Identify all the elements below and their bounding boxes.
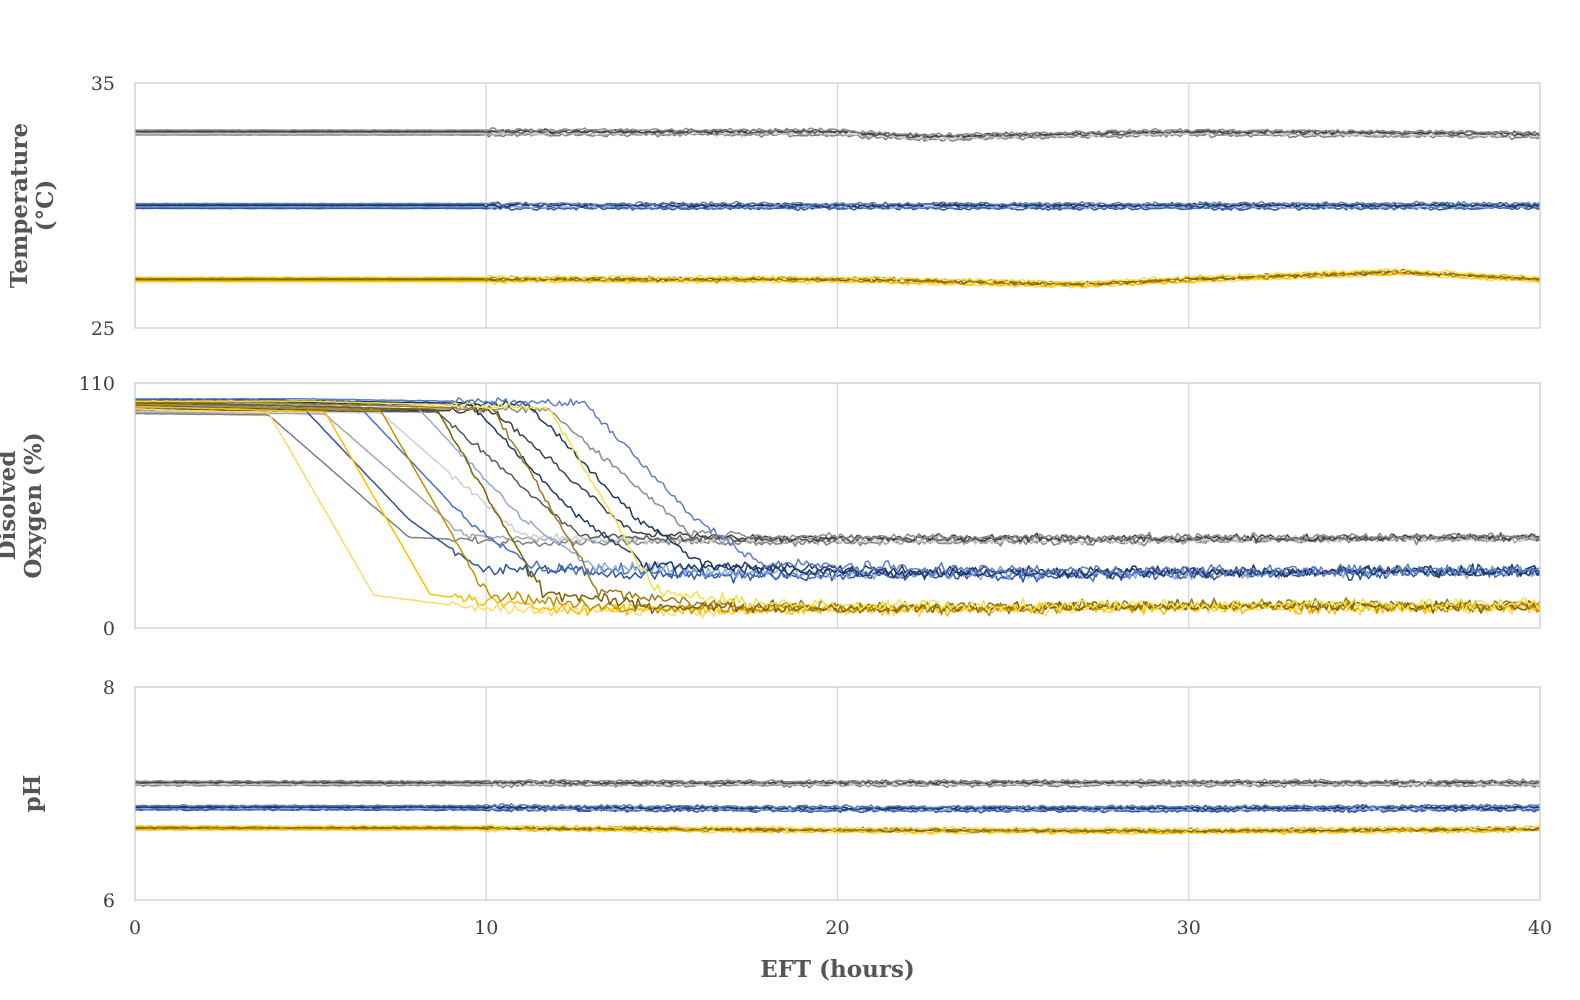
series-yellow-replicate-4-panel-top [134,269,1540,286]
label-layer: 35 25 Temperature(°C) 110 0 DisolvedOxygen (%… [0,73,1552,983]
series-gray-replicate-6-panel-top [134,127,1541,137]
y-axis-title-top: Temperature(°C) [6,123,59,288]
y-tick-label-bottom-middle: 0 [103,618,115,640]
series-yellow-replicate-5-panel-middle [134,401,1541,615]
y-tick-label-top-middle: 110 [79,373,115,395]
series-gray-replicate-6-panel-bottom [134,778,1541,785]
plot-area-middle [134,382,1541,629]
y-tick-label-top-bottom: 8 [103,677,115,699]
series-blue-replicate-6-panel-middle [134,397,1541,579]
x-tick-label-0: 0 [129,917,141,939]
series-gray-replicate-4-panel-bottom [134,779,1541,786]
x-tick-label-20: 20 [825,917,849,939]
plot-area-top [134,82,1541,329]
y-tick-label-bottom-top: 25 [91,318,115,340]
series-yellow-replicate-6-panel-middle [134,400,1541,614]
series-gray-replicate-1-panel-top [134,131,1541,143]
series-yellow-replicate-6-panel-top [134,267,1541,285]
series-blue-replicate-5-panel-top [134,201,1541,208]
series-gray-replicate-2-panel-middle [134,411,1541,547]
y-tick-label-bottom-bottom: 6 [103,890,115,912]
series-gray-replicate-1-panel-middle [134,412,1541,548]
y-axis-title-line-2: Oxygen (%) [20,432,47,578]
y-axis-title-line-1: Temperature [6,123,33,288]
series-layer [134,127,1541,836]
series-gray-replicate-5-panel-top [134,128,1541,139]
series-blue-replicate-6-panel-bottom [134,803,1541,810]
series-gray-replicate-3-panel-top [134,129,1541,141]
series-yellow-replicate-6-panel-bottom [134,824,1541,832]
x-tick-label-10: 10 [474,917,498,939]
y-axis-title-line-1: pH [19,775,46,813]
x-tick-label-30: 30 [1177,917,1201,939]
series-blue-replicate-6-panel-top [134,200,1541,207]
y-axis-title-line-2: (°C) [32,180,59,232]
y-axis-title-bottom: pH [19,775,46,813]
y-axis-title-line-1: Disolved [0,451,21,561]
frame-layer [134,82,1541,901]
plot-area-bottom [134,686,1541,901]
x-tick-label-40: 40 [1528,917,1552,939]
series-blue-replicate-2-panel-top [134,204,1541,211]
x-axis-title: EFT (hours) [760,956,915,983]
series-yellow-replicate-2-panel-bottom [135,827,1541,835]
y-tick-label-top-top: 35 [91,73,115,95]
y-axis-title-middle: DisolvedOxygen (%) [0,432,47,578]
grid-layer [485,83,1190,900]
